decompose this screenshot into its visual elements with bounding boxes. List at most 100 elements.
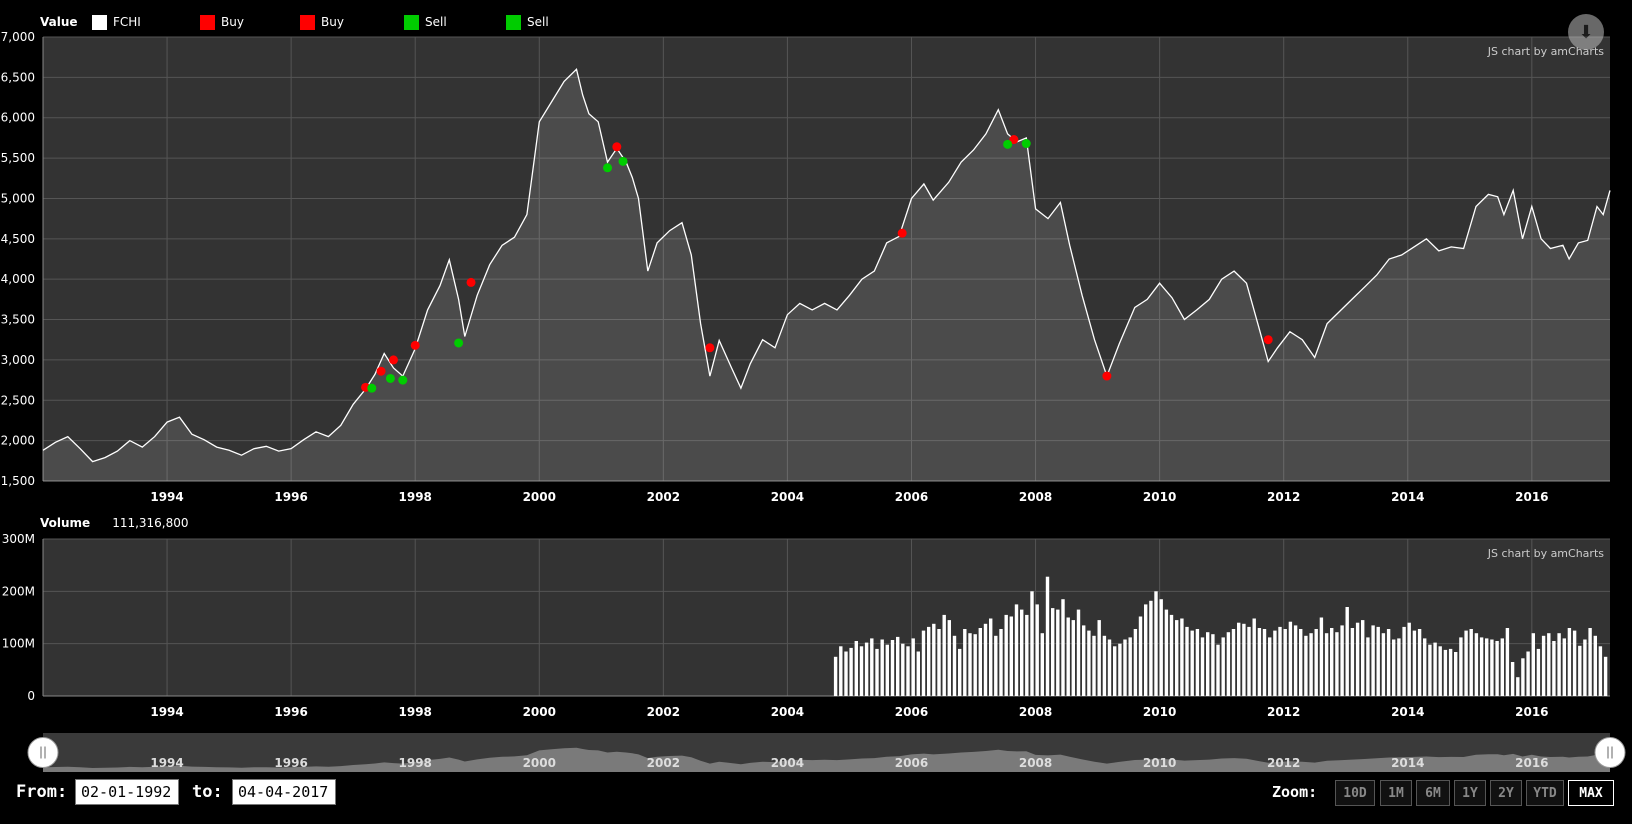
x-tick-label: 2014 — [1391, 705, 1424, 719]
buy-marker — [1102, 371, 1112, 381]
x-tick-label: 2002 — [647, 490, 680, 504]
volume-bar — [1567, 628, 1572, 696]
x-tick-label: 2014 — [1391, 490, 1424, 504]
volume-bar — [999, 629, 1003, 696]
scrollbar-year-label: 2016 — [1515, 756, 1548, 770]
x-tick-label: 2010 — [1143, 490, 1176, 504]
x-tick-label: 1994 — [150, 490, 183, 504]
legend-item-buy[interactable]: Buy — [200, 12, 244, 32]
y-tick-label: 5,500 — [1, 151, 35, 165]
volume-bar — [1433, 642, 1437, 696]
legend-item-sell[interactable]: Sell — [506, 12, 549, 32]
price-plot-area — [43, 37, 1610, 481]
volume-bar — [1180, 618, 1184, 696]
scrollbar-year-label: 2008 — [1019, 756, 1052, 770]
from-date-input[interactable] — [75, 779, 179, 805]
volume-panel: 0 100M 200M 300M 1994 1996 1998 2000 2002 2004 200… — [2, 532, 1610, 719]
volume-bar — [1448, 648, 1453, 696]
volume-bar — [1237, 622, 1241, 696]
volume-bar — [947, 620, 951, 696]
volume-bar — [1464, 630, 1468, 696]
zoom-button-ytd[interactable]: YTD — [1526, 780, 1564, 806]
download-icon[interactable]: ⬇ — [1568, 14, 1604, 50]
volume-bar — [1459, 637, 1463, 696]
legend-item-buy[interactable]: Buy — [300, 12, 344, 32]
x-tick-label: 1994 — [150, 705, 183, 719]
y-tick-label: 100M — [2, 637, 35, 651]
volume-bar — [1169, 614, 1174, 696]
volume-bar — [833, 656, 838, 697]
zoom-button-6m[interactable]: 6M — [1416, 780, 1450, 806]
volume-bar — [1324, 633, 1329, 696]
buy-marker — [897, 228, 907, 238]
y-tick-label: 7,000 — [1, 30, 35, 44]
legend-item-label: FCHI — [113, 15, 141, 29]
volume-bar — [854, 641, 858, 696]
volume-bar — [1045, 576, 1050, 696]
volume-bar — [1386, 629, 1391, 696]
volume-bar — [1014, 604, 1019, 696]
x-tick-label: 2016 — [1515, 705, 1548, 719]
zoom-button-10d[interactable]: 10D — [1335, 780, 1375, 806]
y-tick-label: 1,500 — [1, 474, 35, 488]
scrollbar-right-handle[interactable] — [1594, 737, 1626, 768]
legend-item-sell[interactable]: Sell — [404, 12, 447, 32]
y-tick-label: 200M — [2, 584, 35, 598]
scrollbar-year-label: 2004 — [771, 756, 804, 770]
volume-bar — [942, 614, 946, 696]
volume-bar — [1138, 616, 1143, 696]
buy-marker — [410, 340, 420, 350]
volume-bar — [1479, 637, 1484, 696]
volume-bar — [937, 629, 941, 696]
zoom-button-1m[interactable]: 1M — [1380, 780, 1412, 806]
y-tick-label: 5,000 — [1, 191, 35, 205]
x-tick-label: 2000 — [523, 705, 556, 719]
y-tick-label: 2,000 — [1, 434, 35, 448]
to-date-input[interactable] — [232, 779, 336, 805]
volume-bar — [1562, 638, 1566, 696]
volume-bar — [1438, 646, 1442, 696]
volume-bar — [994, 635, 998, 696]
legend-item-fchi[interactable]: FCHI — [92, 12, 141, 32]
volume-bar — [1087, 630, 1091, 696]
volume-bar — [1392, 639, 1396, 696]
x-tick-label: 2016 — [1515, 490, 1548, 504]
scrollbar-panel[interactable]: 1994 1996 1998 2000 2002 2004 2006 2008 2010 2012… — [27, 733, 1626, 772]
sell-marker — [603, 163, 613, 173]
volume-bar — [1149, 600, 1153, 696]
volume-bar — [916, 651, 920, 696]
x-tick-label: 2006 — [895, 705, 928, 719]
x-tick-label: 1996 — [274, 705, 307, 719]
scrollbar-left-handle[interactable] — [27, 737, 59, 768]
volume-bar — [1102, 635, 1107, 696]
volume-bar — [1309, 633, 1313, 696]
legend: Value — [40, 12, 96, 32]
buy-marker — [466, 277, 476, 287]
y-tick-label: 0 — [27, 689, 35, 703]
volume-bar — [1516, 677, 1520, 696]
volume-bar — [1583, 639, 1587, 696]
volume-bar — [1469, 629, 1473, 696]
volume-bar — [1500, 638, 1504, 696]
volume-bar — [921, 630, 926, 696]
volume-bar — [1082, 625, 1086, 696]
zoom-button-2y[interactable]: 2Y — [1490, 780, 1522, 806]
zoom-button-1y[interactable]: 1Y — [1454, 780, 1486, 806]
volume-bar — [1361, 620, 1365, 696]
sell-marker — [1003, 139, 1013, 149]
volume-bar — [1495, 641, 1499, 696]
volume-bar — [1123, 639, 1127, 696]
volume-value: 111,316,800 — [112, 516, 189, 530]
volume-bar — [1133, 629, 1138, 696]
zoom-button-max[interactable]: MAX — [1568, 780, 1614, 806]
volume-legend: Volume 111,316,800 — [40, 516, 189, 530]
volume-bar — [1557, 633, 1561, 696]
volume-plot-area — [43, 539, 1610, 696]
y-tick-label: 300M — [2, 532, 35, 546]
volume-bar — [1206, 632, 1210, 696]
x-tick-label: 1998 — [399, 490, 432, 504]
y-tick-label: 6,500 — [1, 70, 35, 84]
x-tick-label: 2004 — [771, 490, 804, 504]
legend-item-label: Sell — [527, 15, 549, 29]
